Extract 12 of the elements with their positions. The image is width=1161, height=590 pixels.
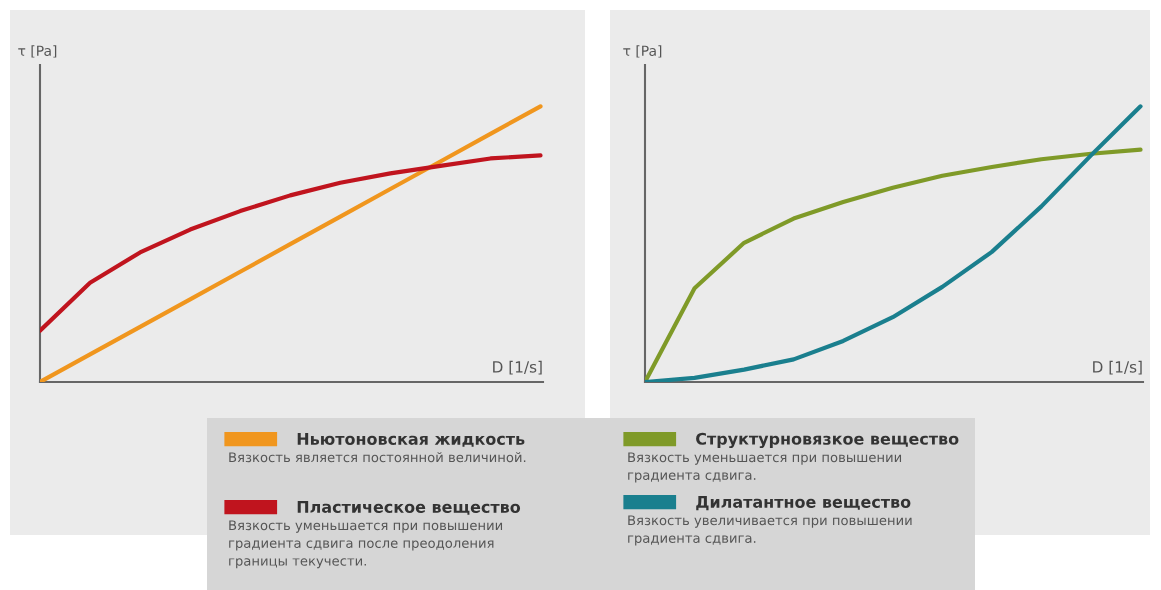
text: Вязкость увеличивается при повышении градиента сдвига.	[628, 515, 912, 546]
text: Вязкость уменьшается при повышении градиента сдвига.	[628, 452, 902, 483]
y-axis-title: τ [Pa]	[18, 45, 57, 58]
legend-label: Структурновязкое вещество	[696, 432, 959, 449]
y-axis-title: τ [Pa]	[623, 45, 662, 58]
x-axis-title: D [1/s]	[493, 360, 542, 375]
text: Вязкость является постоянной величиной.	[229, 452, 526, 463]
text: Вязкость уменьшается при повышении градиента сдвига после преодоления границы текучести.	[229, 520, 503, 569]
x-axis-title: D [1/s]	[1093, 360, 1142, 375]
legend-label: Ньютоновская жидкость	[297, 433, 525, 447]
legend-label: Пластическое вещество	[297, 501, 521, 515]
legend-label: Дилатантное вещество	[696, 496, 911, 511]
